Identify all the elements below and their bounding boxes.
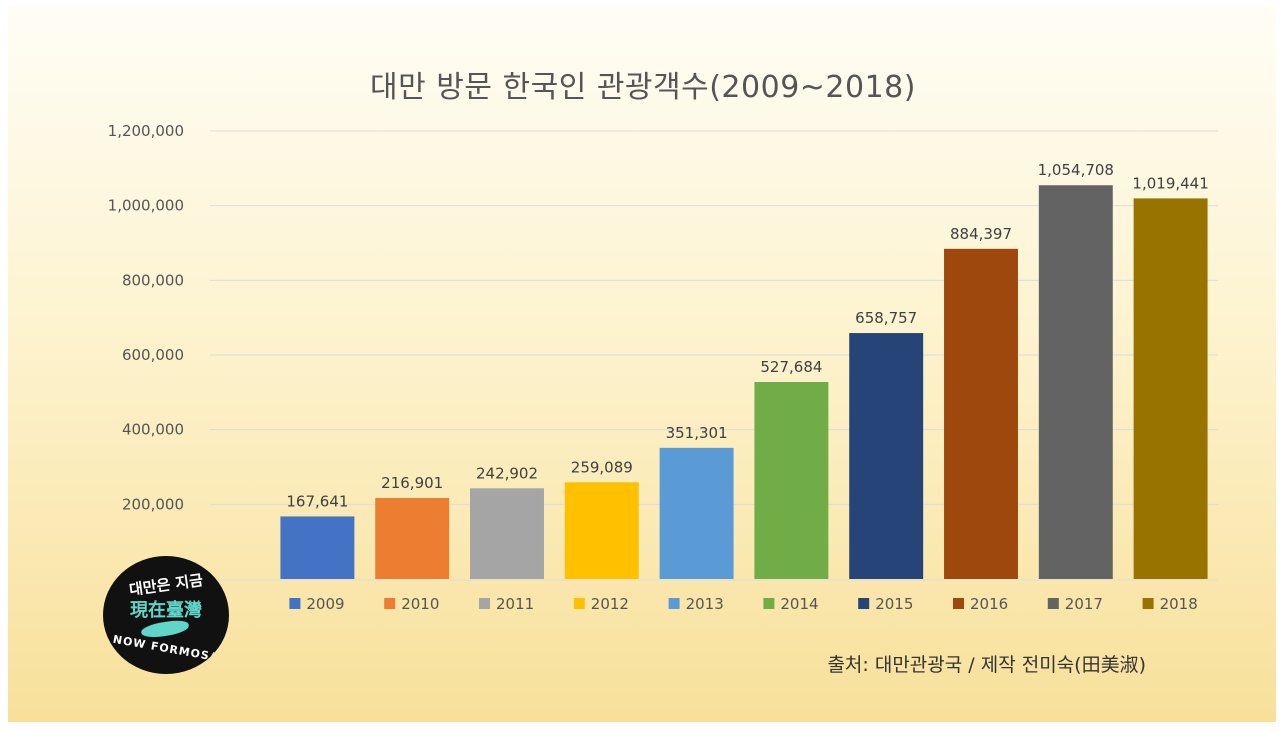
data-label-2015: 658,757 bbox=[855, 309, 917, 327]
legend-label-2017: 2017 bbox=[1065, 595, 1103, 613]
y-tick-label: 600,000 bbox=[122, 346, 184, 364]
data-labels: 167,641 216,901 242,902 259,089 351,301 527,6… bbox=[286, 161, 1208, 510]
data-label-2012: 259,089 bbox=[571, 458, 633, 476]
legend-label-2009: 2009 bbox=[306, 595, 344, 613]
y-tick-label: 1,200,000 bbox=[108, 122, 184, 140]
y-tick-label: 400,000 bbox=[122, 421, 184, 439]
bar-2011 bbox=[470, 488, 544, 579]
y-tick-label: 800,000 bbox=[122, 271, 184, 289]
now-formosa-logo: 대만은 지금 現在臺灣 NOW FORMOSA bbox=[103, 556, 229, 674]
bar-2009 bbox=[280, 516, 355, 579]
legend-label-2010: 2010 bbox=[401, 595, 439, 613]
bars bbox=[280, 185, 1208, 579]
bar-2012 bbox=[564, 482, 639, 579]
bar-2017 bbox=[1038, 185, 1113, 579]
y-tick-label: 1,000,000 bbox=[108, 197, 184, 215]
legend-swatch-2016 bbox=[953, 598, 964, 609]
legend-swatch-2009 bbox=[289, 598, 301, 609]
legend-label-2015: 2015 bbox=[875, 595, 913, 613]
data-label-2014: 527,684 bbox=[760, 358, 822, 376]
legend-label-2013: 2013 bbox=[686, 595, 724, 613]
bar-2014 bbox=[754, 381, 829, 579]
legend-swatch-2017 bbox=[1047, 598, 1059, 609]
data-label-2017: 1,054,708 bbox=[1038, 161, 1114, 179]
bar-2016 bbox=[944, 248, 1018, 579]
logo-chinese-text: 現在臺灣 bbox=[130, 600, 202, 621]
data-label-2016: 884,397 bbox=[950, 225, 1012, 243]
legend-swatch-2018 bbox=[1142, 598, 1154, 609]
legend-swatch-2011 bbox=[479, 598, 490, 609]
legend-swatch-2014 bbox=[763, 598, 775, 609]
bar-2015 bbox=[849, 333, 924, 579]
data-label-2013: 351,301 bbox=[666, 424, 728, 442]
y-tick-label: 200,000 bbox=[122, 495, 184, 513]
legend: 2009 2010 2011 2012 2013 2014 2015 2016 2017 2018 bbox=[289, 595, 1198, 613]
legend-label-2014: 2014 bbox=[780, 595, 818, 613]
legend-swatch-2012 bbox=[573, 598, 585, 609]
bar-2018 bbox=[1133, 198, 1208, 579]
bar-2013 bbox=[659, 447, 734, 579]
data-label-2011: 242,902 bbox=[476, 464, 538, 482]
data-label-2010: 216,901 bbox=[381, 474, 443, 492]
legend-swatch-2013 bbox=[668, 598, 680, 609]
legend-swatch-2015 bbox=[858, 598, 870, 609]
legend-label-2011: 2011 bbox=[496, 595, 534, 613]
source-note: 출처: 대만관광국 / 제작 전미숙(田美淑) bbox=[827, 654, 1146, 676]
legend-swatch-2010 bbox=[384, 598, 396, 609]
y-axis-ticks: 200,000 400,000 600,000 800,000 1,000,000 1,2… bbox=[108, 122, 184, 513]
legend-label-2018: 2018 bbox=[1160, 595, 1198, 613]
legend-label-2016: 2016 bbox=[970, 595, 1008, 613]
data-label-2009: 167,641 bbox=[286, 492, 348, 510]
data-label-2018: 1,019,441 bbox=[1132, 174, 1208, 192]
bar-2010 bbox=[375, 498, 450, 579]
legend-label-2012: 2012 bbox=[591, 595, 629, 613]
chart-title: 대만 방문 한국인 관광객수(2009~2018) bbox=[370, 70, 916, 105]
